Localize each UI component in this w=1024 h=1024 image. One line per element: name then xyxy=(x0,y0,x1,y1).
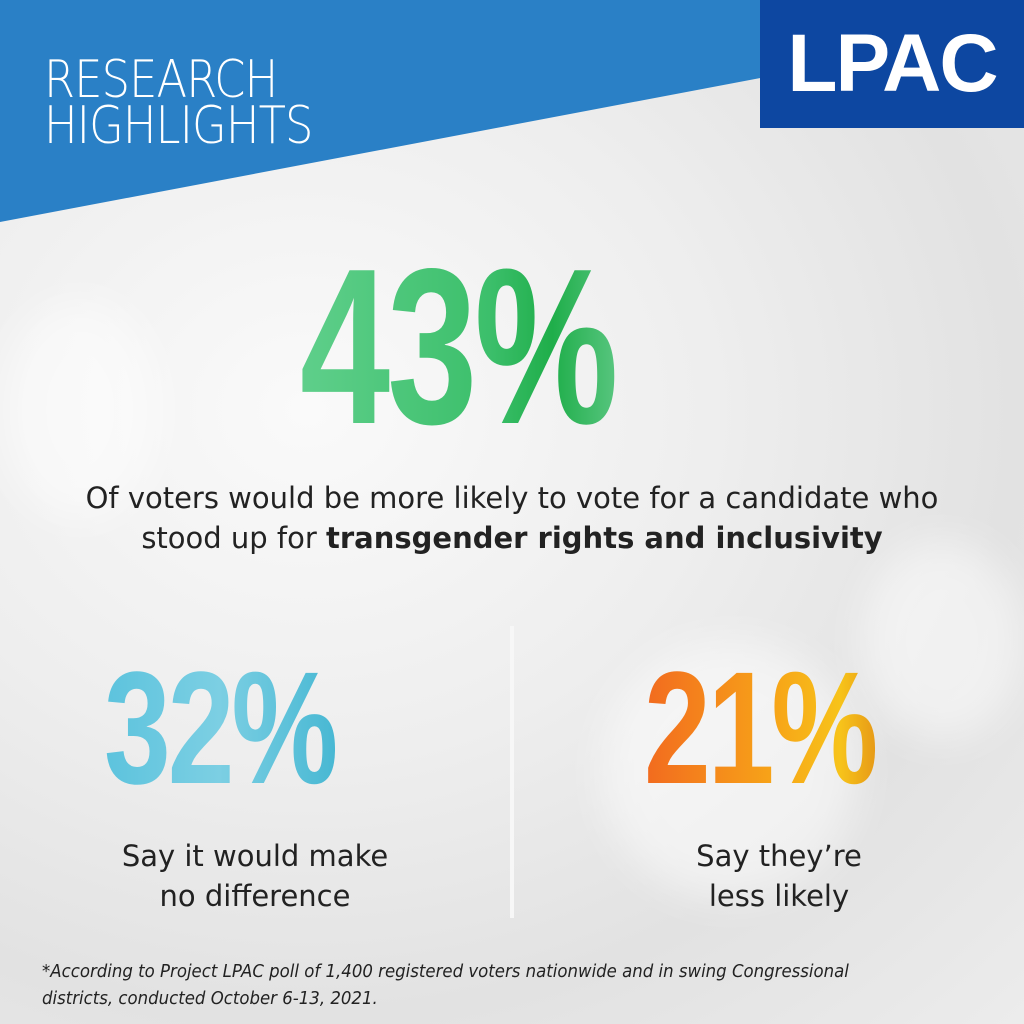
footnote: *According to Project LPAC poll of 1,400… xyxy=(42,961,849,1009)
left-line1: Say it would make xyxy=(121,839,389,873)
primary-stat-value: 43% xyxy=(300,223,619,471)
background-bokeh xyxy=(600,640,860,900)
header-title-line1: RESEARCH xyxy=(44,50,278,110)
background-bokeh xyxy=(860,540,1024,740)
left-stat-description: Say it would make no difference xyxy=(60,836,450,916)
right-stat-description: Say they’re less likely xyxy=(584,836,974,916)
left-line2: no difference xyxy=(159,879,351,913)
description-regular: Of voters would be more likely to vote f… xyxy=(85,481,939,555)
lpac-logo: LPAC xyxy=(760,0,1024,128)
header-title-line2: HIGHLIGHTS xyxy=(44,96,313,156)
background-bokeh xyxy=(0,300,160,520)
description-bold: transgender rights and inclusivity xyxy=(326,521,883,555)
right-line2: less likely xyxy=(708,879,850,913)
left-stat-value: 32% xyxy=(104,638,338,817)
divider xyxy=(510,626,514,918)
right-stat-value: 21% xyxy=(644,638,878,817)
primary-stat-description: Of voters would be more likely to vote f… xyxy=(60,478,964,558)
right-line1: Say they’re xyxy=(696,839,862,873)
